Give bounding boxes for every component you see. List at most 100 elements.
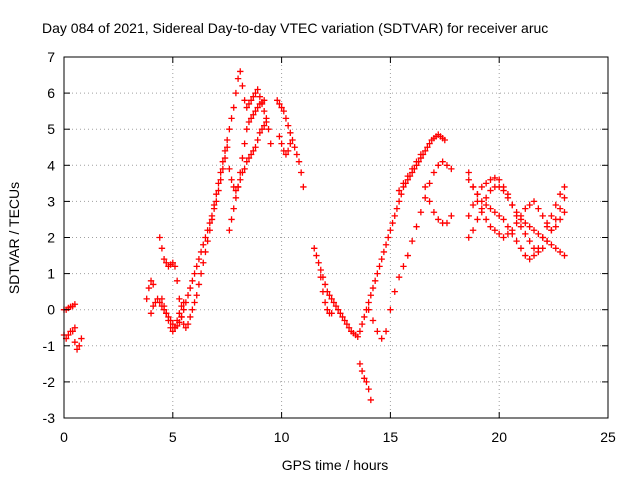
data-point — [228, 115, 235, 122]
data-point — [487, 205, 494, 212]
chart-title: Day 084 of 2021, Sidereal Day-to-day VTE… — [42, 20, 548, 36]
data-point — [317, 266, 324, 274]
y-tick-label: 6 — [47, 85, 55, 101]
y-tick-label: -2 — [43, 374, 56, 390]
data-point — [197, 270, 205, 277]
y-axis-title: SDTVAR / TECUs — [6, 182, 22, 294]
data-point — [156, 234, 163, 241]
data-point — [356, 360, 364, 368]
data-point — [487, 187, 494, 194]
data-point — [482, 180, 490, 187]
data-point — [160, 302, 168, 310]
data-point — [435, 162, 442, 169]
data-point — [276, 133, 283, 140]
data-point — [191, 270, 198, 277]
data-point — [398, 190, 405, 198]
data-point — [217, 169, 224, 176]
data-point — [228, 176, 235, 183]
data-point — [478, 183, 485, 191]
data-point — [328, 295, 335, 303]
data-point — [369, 317, 377, 324]
data-point — [522, 252, 529, 259]
data-point — [526, 237, 533, 245]
data-point — [206, 227, 213, 234]
data-point — [195, 255, 203, 263]
data-point — [465, 169, 472, 176]
data-point — [391, 212, 398, 220]
data-point — [284, 122, 292, 129]
data-point — [226, 165, 233, 173]
data-point — [232, 89, 240, 97]
data-point — [282, 151, 290, 158]
data-point — [491, 227, 499, 234]
x-tick-label: 10 — [274, 429, 290, 445]
data-point — [478, 205, 485, 212]
data-point — [552, 245, 559, 252]
data-point — [465, 176, 472, 183]
data-point — [556, 205, 564, 212]
data-point — [224, 144, 231, 151]
data-point — [217, 176, 224, 183]
data-point — [65, 331, 72, 339]
data-point — [367, 292, 375, 299]
data-point — [435, 216, 442, 223]
data-point — [469, 183, 477, 191]
data-point — [426, 180, 433, 187]
data-point — [539, 234, 546, 241]
y-tick-label: 7 — [47, 49, 55, 65]
data-point — [371, 277, 379, 285]
data-point — [345, 324, 353, 331]
data-point — [487, 176, 494, 183]
data-point — [482, 201, 490, 209]
data-point — [343, 320, 351, 328]
data-point — [530, 252, 538, 259]
data-point — [204, 237, 211, 245]
data-point — [241, 140, 248, 147]
y-tick-label: 2 — [47, 230, 55, 246]
data-point — [232, 194, 240, 201]
data-point — [500, 187, 507, 194]
data-point — [202, 248, 209, 256]
data-point — [297, 169, 305, 176]
data-point — [334, 306, 342, 313]
data-point — [496, 183, 503, 191]
data-point — [256, 129, 264, 137]
data-point — [430, 209, 438, 216]
data-point — [317, 274, 324, 281]
data-point — [213, 190, 220, 198]
data-point — [195, 281, 203, 288]
data-point — [189, 306, 196, 313]
data-point — [232, 187, 240, 194]
data-point — [287, 129, 294, 137]
data-point — [221, 147, 229, 155]
data-point — [182, 324, 190, 331]
data-point — [287, 140, 294, 147]
data-point — [200, 241, 207, 248]
data-point — [260, 107, 268, 115]
data-point — [241, 165, 248, 173]
data-point — [482, 194, 490, 201]
data-point — [245, 100, 253, 108]
data-point — [378, 335, 385, 342]
data-point — [337, 310, 344, 317]
data-point — [158, 295, 166, 303]
data-point — [535, 245, 542, 252]
data-points — [60, 68, 568, 404]
data-point — [143, 295, 150, 303]
data-point — [254, 86, 261, 93]
y-tick-label: 1 — [47, 266, 55, 282]
data-point — [184, 320, 192, 328]
data-point — [513, 219, 520, 227]
data-point — [300, 183, 307, 191]
data-point — [517, 245, 525, 252]
data-point — [358, 320, 366, 328]
data-point — [395, 274, 403, 281]
data-point — [422, 183, 429, 191]
data-point — [400, 263, 407, 270]
data-point — [443, 219, 451, 227]
data-point — [250, 111, 257, 118]
data-point — [465, 234, 472, 241]
data-point — [180, 306, 187, 313]
data-point — [522, 219, 529, 227]
data-point — [311, 245, 318, 252]
